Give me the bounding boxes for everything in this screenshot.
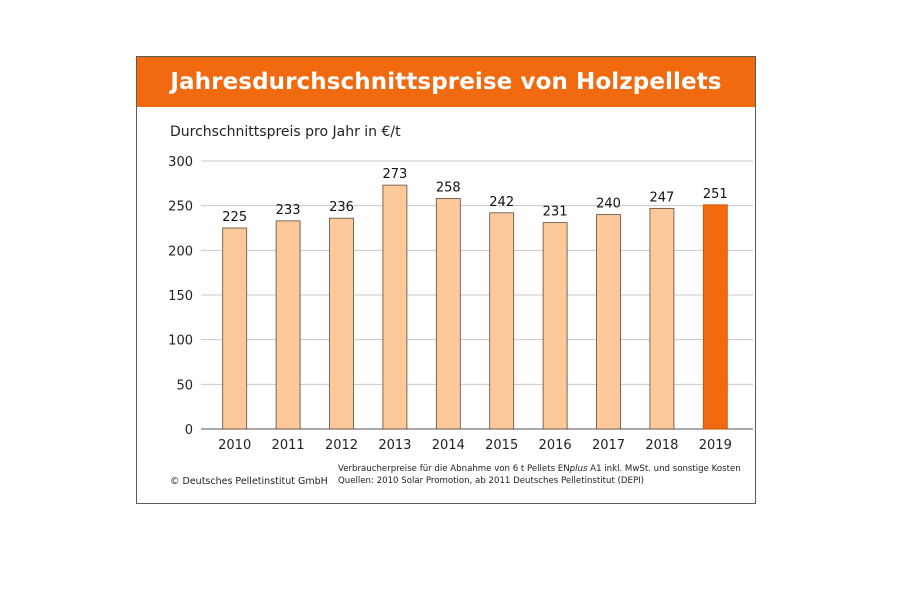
- y-tick-label: 100: [168, 334, 193, 349]
- y-tick-label: 250: [168, 200, 193, 215]
- data-label-2018: 247: [649, 190, 674, 205]
- y-tick-label: 0: [185, 423, 193, 438]
- note-suffix: A1 inkl. MwSt. und sonstige Kosten: [587, 464, 741, 474]
- bar-2014: [435, 198, 461, 430]
- data-label-2019: 251: [703, 187, 728, 202]
- data-label-2011: 233: [276, 203, 301, 218]
- data-label-2013: 273: [382, 167, 407, 182]
- x-tick-label-2014: 2014: [432, 438, 465, 453]
- bar-2010: [222, 227, 248, 430]
- y-tick-label: 50: [176, 378, 193, 393]
- bar-2016: [542, 222, 568, 430]
- note-italic: plus: [569, 464, 588, 474]
- chart-subtitle: Durchschnittspreis pro Jahr in €/t: [170, 124, 401, 140]
- data-label-2017: 240: [596, 197, 621, 212]
- x-tick-label-2015: 2015: [485, 438, 518, 453]
- source-note: Verbraucherpreise für die Abnahme von 6 …: [338, 463, 754, 487]
- x-tick-label-2016: 2016: [539, 438, 572, 453]
- bar-2013: [382, 184, 408, 430]
- y-axis-ticks: 0 50 100 150 200 250 300: [168, 155, 193, 438]
- x-axis-ticks: 2010 2011 2012 2013 2014 2015 2016 2017 2018 2019: [218, 438, 732, 453]
- y-tick-label: 300: [168, 155, 193, 170]
- data-label-2016: 231: [543, 205, 568, 220]
- y-tick-label: 200: [168, 244, 193, 259]
- x-tick-label-2010: 2010: [218, 438, 251, 453]
- x-tick-label-2017: 2017: [592, 438, 625, 453]
- data-label-2010: 225: [222, 210, 247, 225]
- bar-chart: 0 50 100 150 200 250 300 225 233 236 273 258 242 231…: [168, 155, 753, 453]
- data-label-2015: 242: [489, 195, 514, 210]
- note-prefix: Verbraucherpreise für die Abnahme von 6 …: [338, 464, 570, 474]
- bars: [222, 184, 728, 430]
- sources-line: Quellen: 2010 Solar Promotion, ab 2011 D…: [338, 476, 645, 486]
- bar-2018: [649, 207, 675, 430]
- data-label-2014: 258: [436, 181, 461, 196]
- bar-2012: [329, 217, 354, 430]
- x-tick-label-2011: 2011: [272, 438, 305, 453]
- consumer-price-note: Verbraucherpreise für die Abnahme von 6 …: [338, 463, 754, 475]
- x-tick-label-2013: 2013: [378, 438, 411, 453]
- copyright-note: © Deutsches Pelletinstitut GmbH: [170, 476, 328, 487]
- y-tick-label: 150: [168, 289, 193, 304]
- chart-card: Jahresdurchschnittspreise von Holzpellet…: [136, 56, 756, 504]
- x-tick-label-2012: 2012: [325, 438, 358, 453]
- bar-2017: [596, 214, 621, 430]
- bar-2019: [702, 204, 728, 430]
- bar-2015: [489, 212, 515, 430]
- bar-2011: [275, 220, 301, 430]
- x-tick-label-2019: 2019: [699, 438, 732, 453]
- data-labels: 225 233 236 273 258 242 231 240 247 251: [222, 167, 727, 225]
- data-label-2012: 236: [329, 200, 354, 215]
- chart-title: Jahresdurchschnittspreise von Holzpellet…: [137, 57, 755, 107]
- x-tick-label-2018: 2018: [645, 438, 678, 453]
